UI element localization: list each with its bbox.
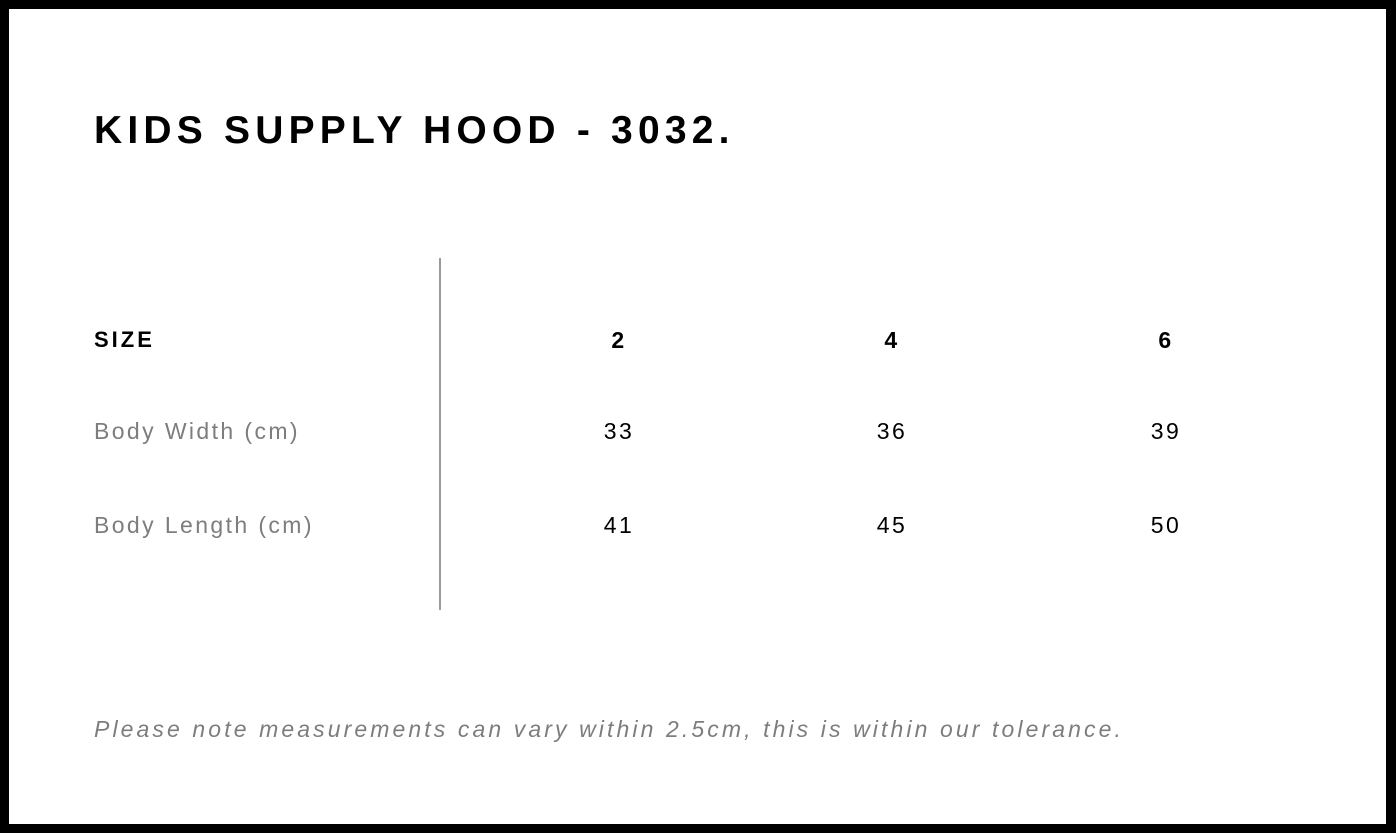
size-header-label: SIZE [94, 327, 155, 352]
row-label-body-length: Body Length (cm) [94, 512, 314, 538]
page-title: KIDS SUPPLY HOOD - 3032. [94, 109, 735, 152]
table-cell: 41 [603, 512, 635, 538]
table-cell: 33 [603, 418, 635, 444]
table-cell: 50 [1150, 512, 1182, 538]
tolerance-note: Please note measurements can vary within… [94, 716, 1125, 742]
size-chart-card: KIDS SUPPLY HOOD - 3032. SIZE 2 4 6 Body… [9, 9, 1386, 824]
size-header-2: 2 [611, 327, 627, 353]
table-cell: 36 [876, 418, 908, 444]
column-divider [439, 258, 441, 610]
size-header-6: 6 [1158, 327, 1174, 353]
table-cell: 45 [876, 512, 908, 538]
row-label-body-width: Body Width (cm) [94, 418, 300, 444]
table-cell: 39 [1150, 418, 1182, 444]
size-header-4: 4 [884, 327, 900, 353]
